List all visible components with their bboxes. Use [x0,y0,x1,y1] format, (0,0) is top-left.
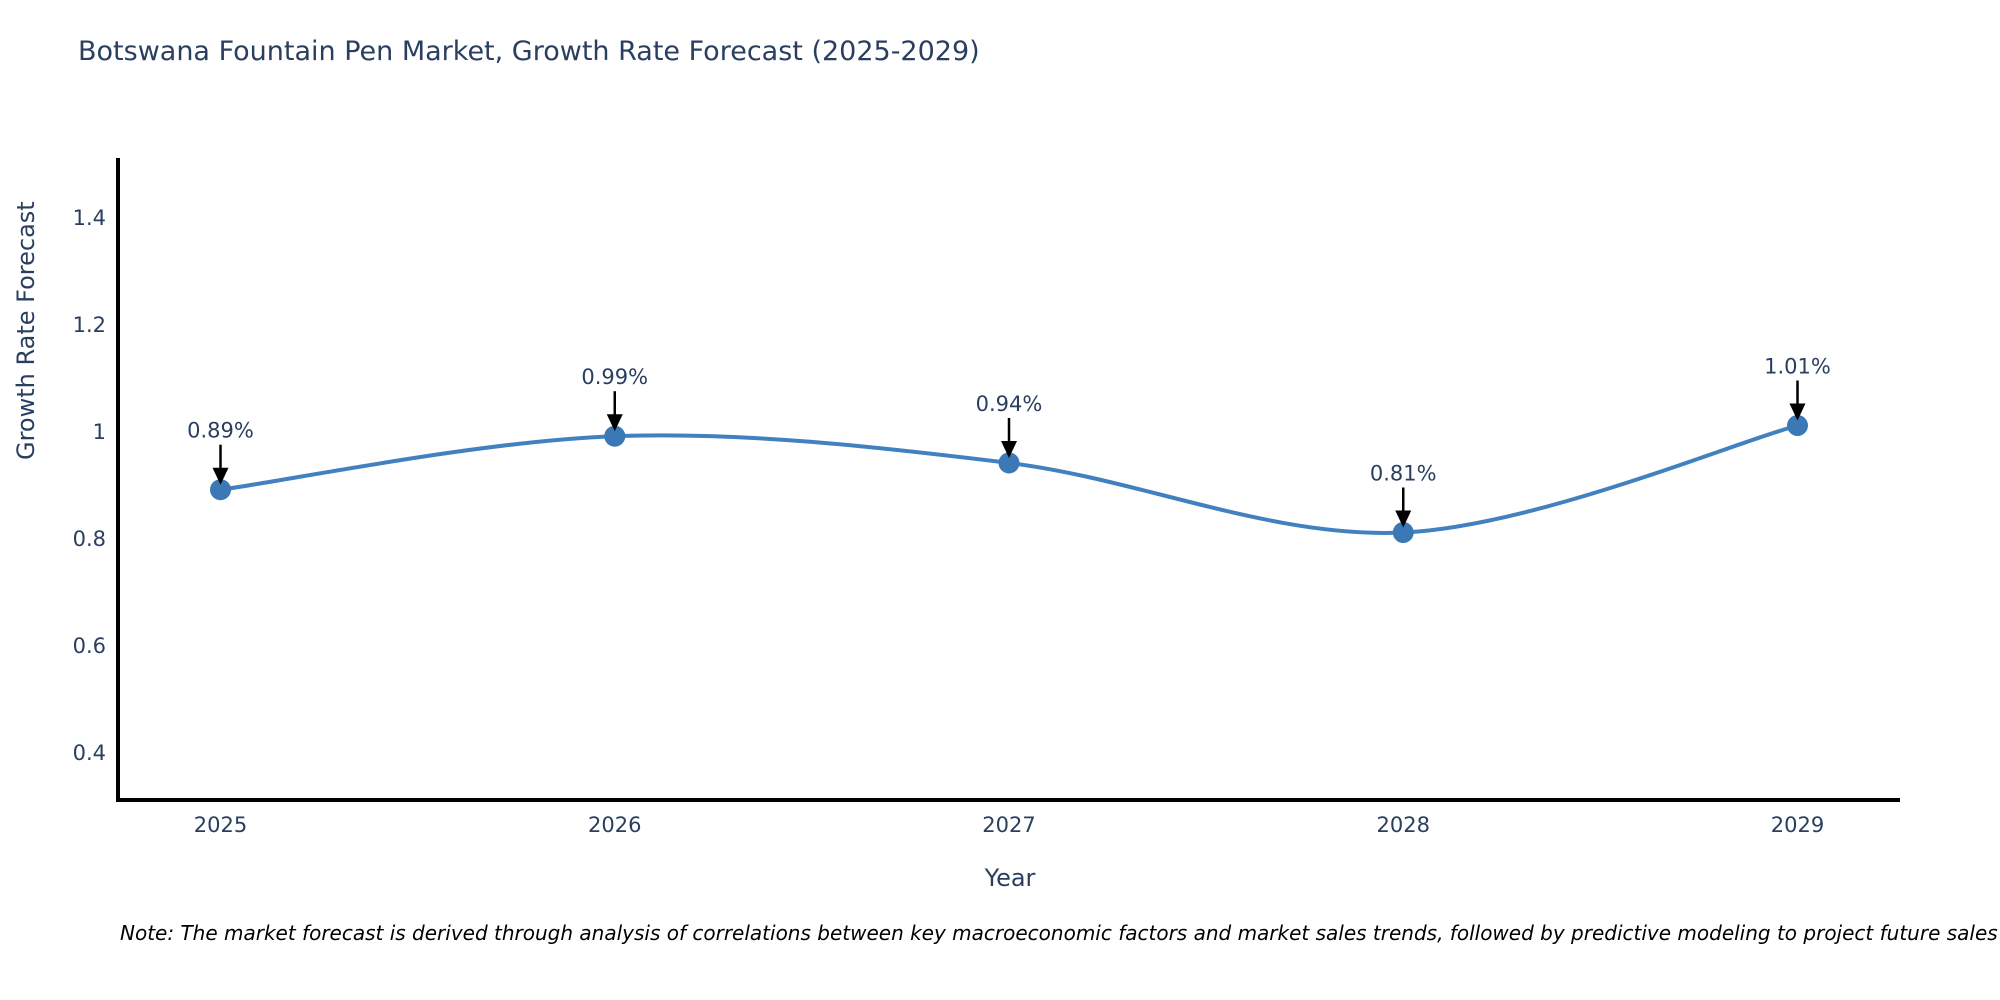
y-tick-label: 0.6 [73,634,106,658]
data-point-marker [210,479,232,501]
data-point-label: 0.99% [581,365,648,389]
chart-title: Botswana Fountain Pen Market, Growth Rat… [78,36,980,67]
data-point-label: 0.81% [1370,462,1437,486]
annotation-arrowhead [606,414,623,432]
data-point-marker [998,452,1020,474]
footnote: Note: The market forecast is derived thr… [120,921,1998,945]
y-tick-label: 1 [93,420,106,444]
data-point-label: 0.89% [187,419,254,443]
x-tick-label: 2029 [1771,813,1824,837]
data-point-marker [604,425,626,447]
annotation-arrowhead [1001,440,1017,458]
annotation-arrowhead [212,467,229,485]
y-tick-label: 1.2 [73,313,106,337]
y-tick-label: 1.4 [73,206,106,230]
data-point-label: 0.94% [976,392,1043,416]
x-tick-label: 2025 [194,813,247,837]
x-tick-label: 2026 [588,813,641,837]
x-tick-label: 2028 [1377,813,1430,837]
annotation-arrowhead [1395,510,1412,528]
x-tick-label: 2027 [982,813,1035,837]
data-point-marker [1392,522,1414,543]
data-point-marker [1786,415,1808,436]
annotation-arrowhead [1789,403,1806,421]
x-axis-title: Year [984,864,1036,892]
y-tick-label: 0.4 [73,741,106,765]
data-point-label: 1.01% [1764,355,1831,379]
y-tick-label: 0.8 [73,527,106,551]
